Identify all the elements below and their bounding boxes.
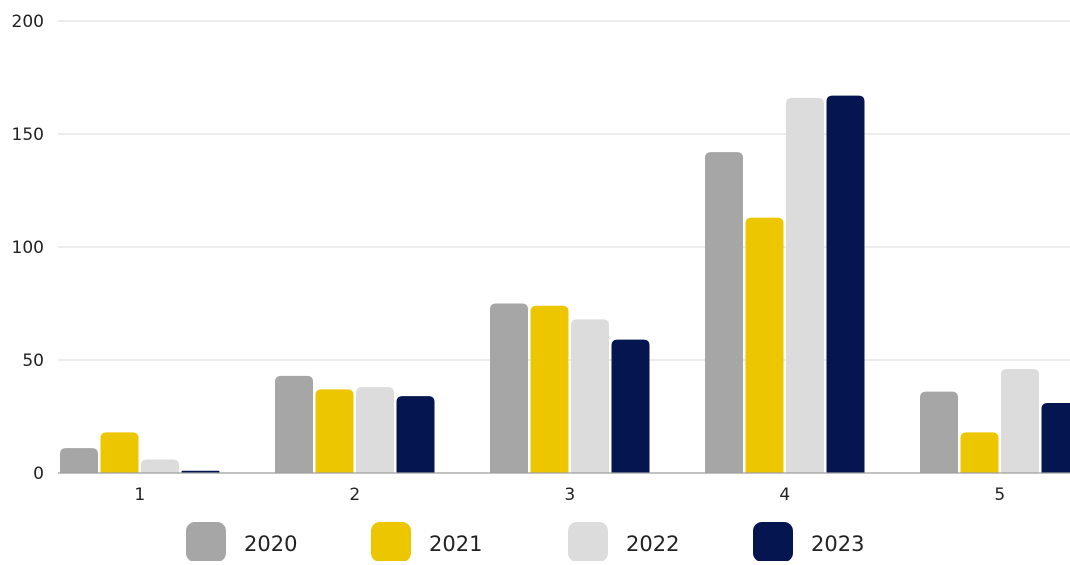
legend: 2020 2021 2022 2023 — [186, 522, 864, 561]
x-tick-label: 1 — [134, 485, 145, 505]
y-tick-label: 100 — [12, 238, 44, 258]
bar-2020-cat-5 — [920, 392, 958, 473]
legend-swatch-2022 — [568, 522, 608, 561]
bar-2020-cat-1 — [60, 448, 98, 473]
bar-2021-cat-5 — [961, 432, 999, 473]
bar-2021-cat-2 — [316, 389, 354, 473]
bar-2023-cat-5 — [1042, 403, 1070, 473]
legend-swatch-2020 — [186, 522, 226, 561]
bar-2022-cat-5 — [1001, 369, 1039, 473]
bar-2022-cat-3 — [571, 319, 609, 473]
legend-swatch-2023 — [753, 522, 793, 561]
bar-2022-cat-1 — [141, 459, 179, 473]
y-tick-label: 200 — [12, 12, 44, 32]
x-tick-label: 3 — [564, 485, 575, 505]
legend-label-2021: 2021 — [429, 532, 482, 556]
legend-label-2023: 2023 — [811, 532, 864, 556]
bar-2020-cat-3 — [490, 304, 528, 474]
bar-2020-cat-4 — [705, 152, 743, 473]
x-tick-label: 5 — [994, 485, 1005, 505]
bars — [60, 96, 1070, 473]
bar-2022-cat-4 — [786, 98, 824, 473]
legend-label-2020: 2020 — [244, 532, 297, 556]
bar-2023-cat-3 — [612, 340, 650, 473]
bar-2021-cat-1 — [101, 432, 139, 473]
bar-2023-cat-2 — [397, 396, 435, 473]
bar-2020-cat-2 — [275, 376, 313, 473]
x-tick-label: 2 — [349, 485, 360, 505]
bar-2021-cat-4 — [746, 218, 784, 473]
y-tick-label: 0 — [33, 464, 44, 484]
x-tick-label: 4 — [779, 485, 790, 505]
bar-2022-cat-2 — [356, 387, 394, 473]
y-tick-label: 50 — [22, 351, 44, 371]
y-tick-label: 150 — [12, 125, 44, 145]
bar-2023-cat-4 — [827, 96, 865, 473]
legend-swatch-2021 — [371, 522, 411, 561]
legend-label-2022: 2022 — [626, 532, 679, 556]
bar-2021-cat-3 — [531, 306, 569, 473]
